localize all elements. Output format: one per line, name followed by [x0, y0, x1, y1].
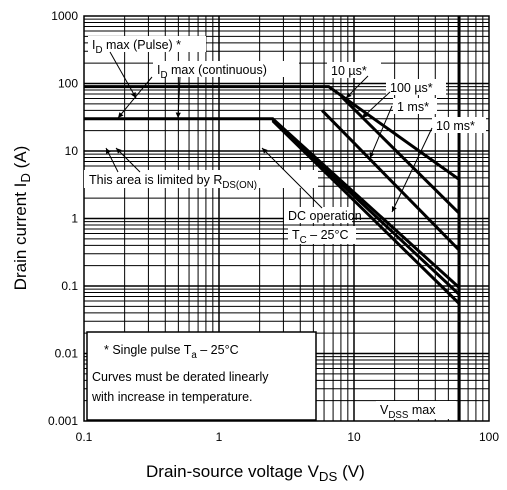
- y-tick-label: 0.1: [61, 279, 78, 293]
- annotation-id-continuous: ID max (continuous): [157, 63, 267, 81]
- leader-arrowhead: [346, 92, 352, 98]
- y-tick-label: 1: [71, 212, 78, 226]
- curve-dc-outer: [84, 117, 461, 289]
- x-tick-label: 100: [479, 430, 499, 444]
- leader-arrowhead: [391, 206, 397, 212]
- leader-line: [115, 147, 141, 173]
- annotation-id-pulse: ID max (Pulse) *: [92, 38, 181, 56]
- x-axis-title: Drain-source voltage VDS (V): [146, 462, 365, 484]
- annotation-100us: 100 µs*: [390, 81, 433, 95]
- leader-line: [177, 76, 181, 119]
- label-bg: [376, 401, 456, 419]
- leader-arrowhead: [118, 112, 124, 118]
- curve-dc-inner: [271, 119, 461, 305]
- leader-arrowhead: [369, 152, 375, 158]
- leader-line: [261, 147, 323, 209]
- leader-arrowhead: [175, 112, 181, 118]
- tick-labels: 0.1 1 10 100 1000 100 10 1 0.1 0.01 0.001: [48, 9, 499, 444]
- label-bg: [84, 170, 318, 188]
- leader-line: [117, 76, 153, 119]
- leader-arrowhead: [131, 92, 136, 98]
- label-bg: [327, 62, 381, 78]
- y-tick-label: 1000: [51, 9, 78, 23]
- label-bg: [386, 79, 446, 95]
- annotation-rds-limit: This area is limited by RDS(ON): [89, 173, 257, 191]
- label-bg: [393, 98, 437, 114]
- annotation-10us: 10 µs*: [331, 64, 367, 78]
- leader-line: [109, 51, 137, 99]
- label-bg: [153, 61, 299, 77]
- x-tick-label: 1: [216, 430, 223, 444]
- label-bg: [288, 226, 356, 244]
- note-single-pulse: * Single pulse Ta – 25°C: [104, 343, 239, 361]
- label-bg: [432, 117, 486, 133]
- axis-titles: Drain-source voltage VDS (V) Drain curren…: [11, 146, 365, 484]
- leader-arrowhead: [262, 148, 268, 154]
- y-tick-label: 0.01: [55, 347, 79, 361]
- curve-dc-mid: [271, 118, 461, 296]
- y-tick-label: 0.001: [48, 414, 78, 428]
- annotation-1ms: 1 ms*: [397, 100, 429, 114]
- y-tick-label: 100: [58, 77, 78, 91]
- label-bg: [284, 207, 352, 223]
- annotation-vdss-max: VDSS max: [380, 403, 436, 421]
- leader-line: [361, 91, 391, 119]
- soa-curves: [84, 16, 461, 421]
- leader-arrowhead: [106, 148, 111, 154]
- curve-pulse-100us: [339, 95, 461, 215]
- annotation-10ms: 10 ms*: [436, 119, 475, 133]
- note-derating-line1: Curves must be derated linearly: [92, 370, 269, 384]
- leader-line: [369, 105, 393, 159]
- x-tick-label: 0.1: [76, 430, 93, 444]
- note-box: * Single pulse Ta – 25°C Curves must be d…: [86, 331, 317, 421]
- y-tick-label: 10: [65, 144, 79, 158]
- annotations: ID max (Pulse) * ID max (continuous) 10 µs…: [84, 36, 486, 421]
- leader-arrowhead: [362, 112, 368, 118]
- note-derating-line2: with increase in temperature.: [91, 390, 253, 404]
- leader-arrowhead: [116, 148, 122, 154]
- curve-pulse-1ms: [321, 109, 461, 252]
- plot-frame: [83, 15, 490, 422]
- annotation-dc-operation: DC operation: [288, 209, 362, 223]
- label-bg: [88, 36, 206, 52]
- y-axis-title: Drain current ID (A): [11, 146, 33, 291]
- annotation-dc-tc: TC – 25°C: [292, 228, 349, 246]
- note-box-frame: [86, 331, 317, 421]
- leader-line: [391, 127, 433, 213]
- x-tick-label: 10: [347, 430, 361, 444]
